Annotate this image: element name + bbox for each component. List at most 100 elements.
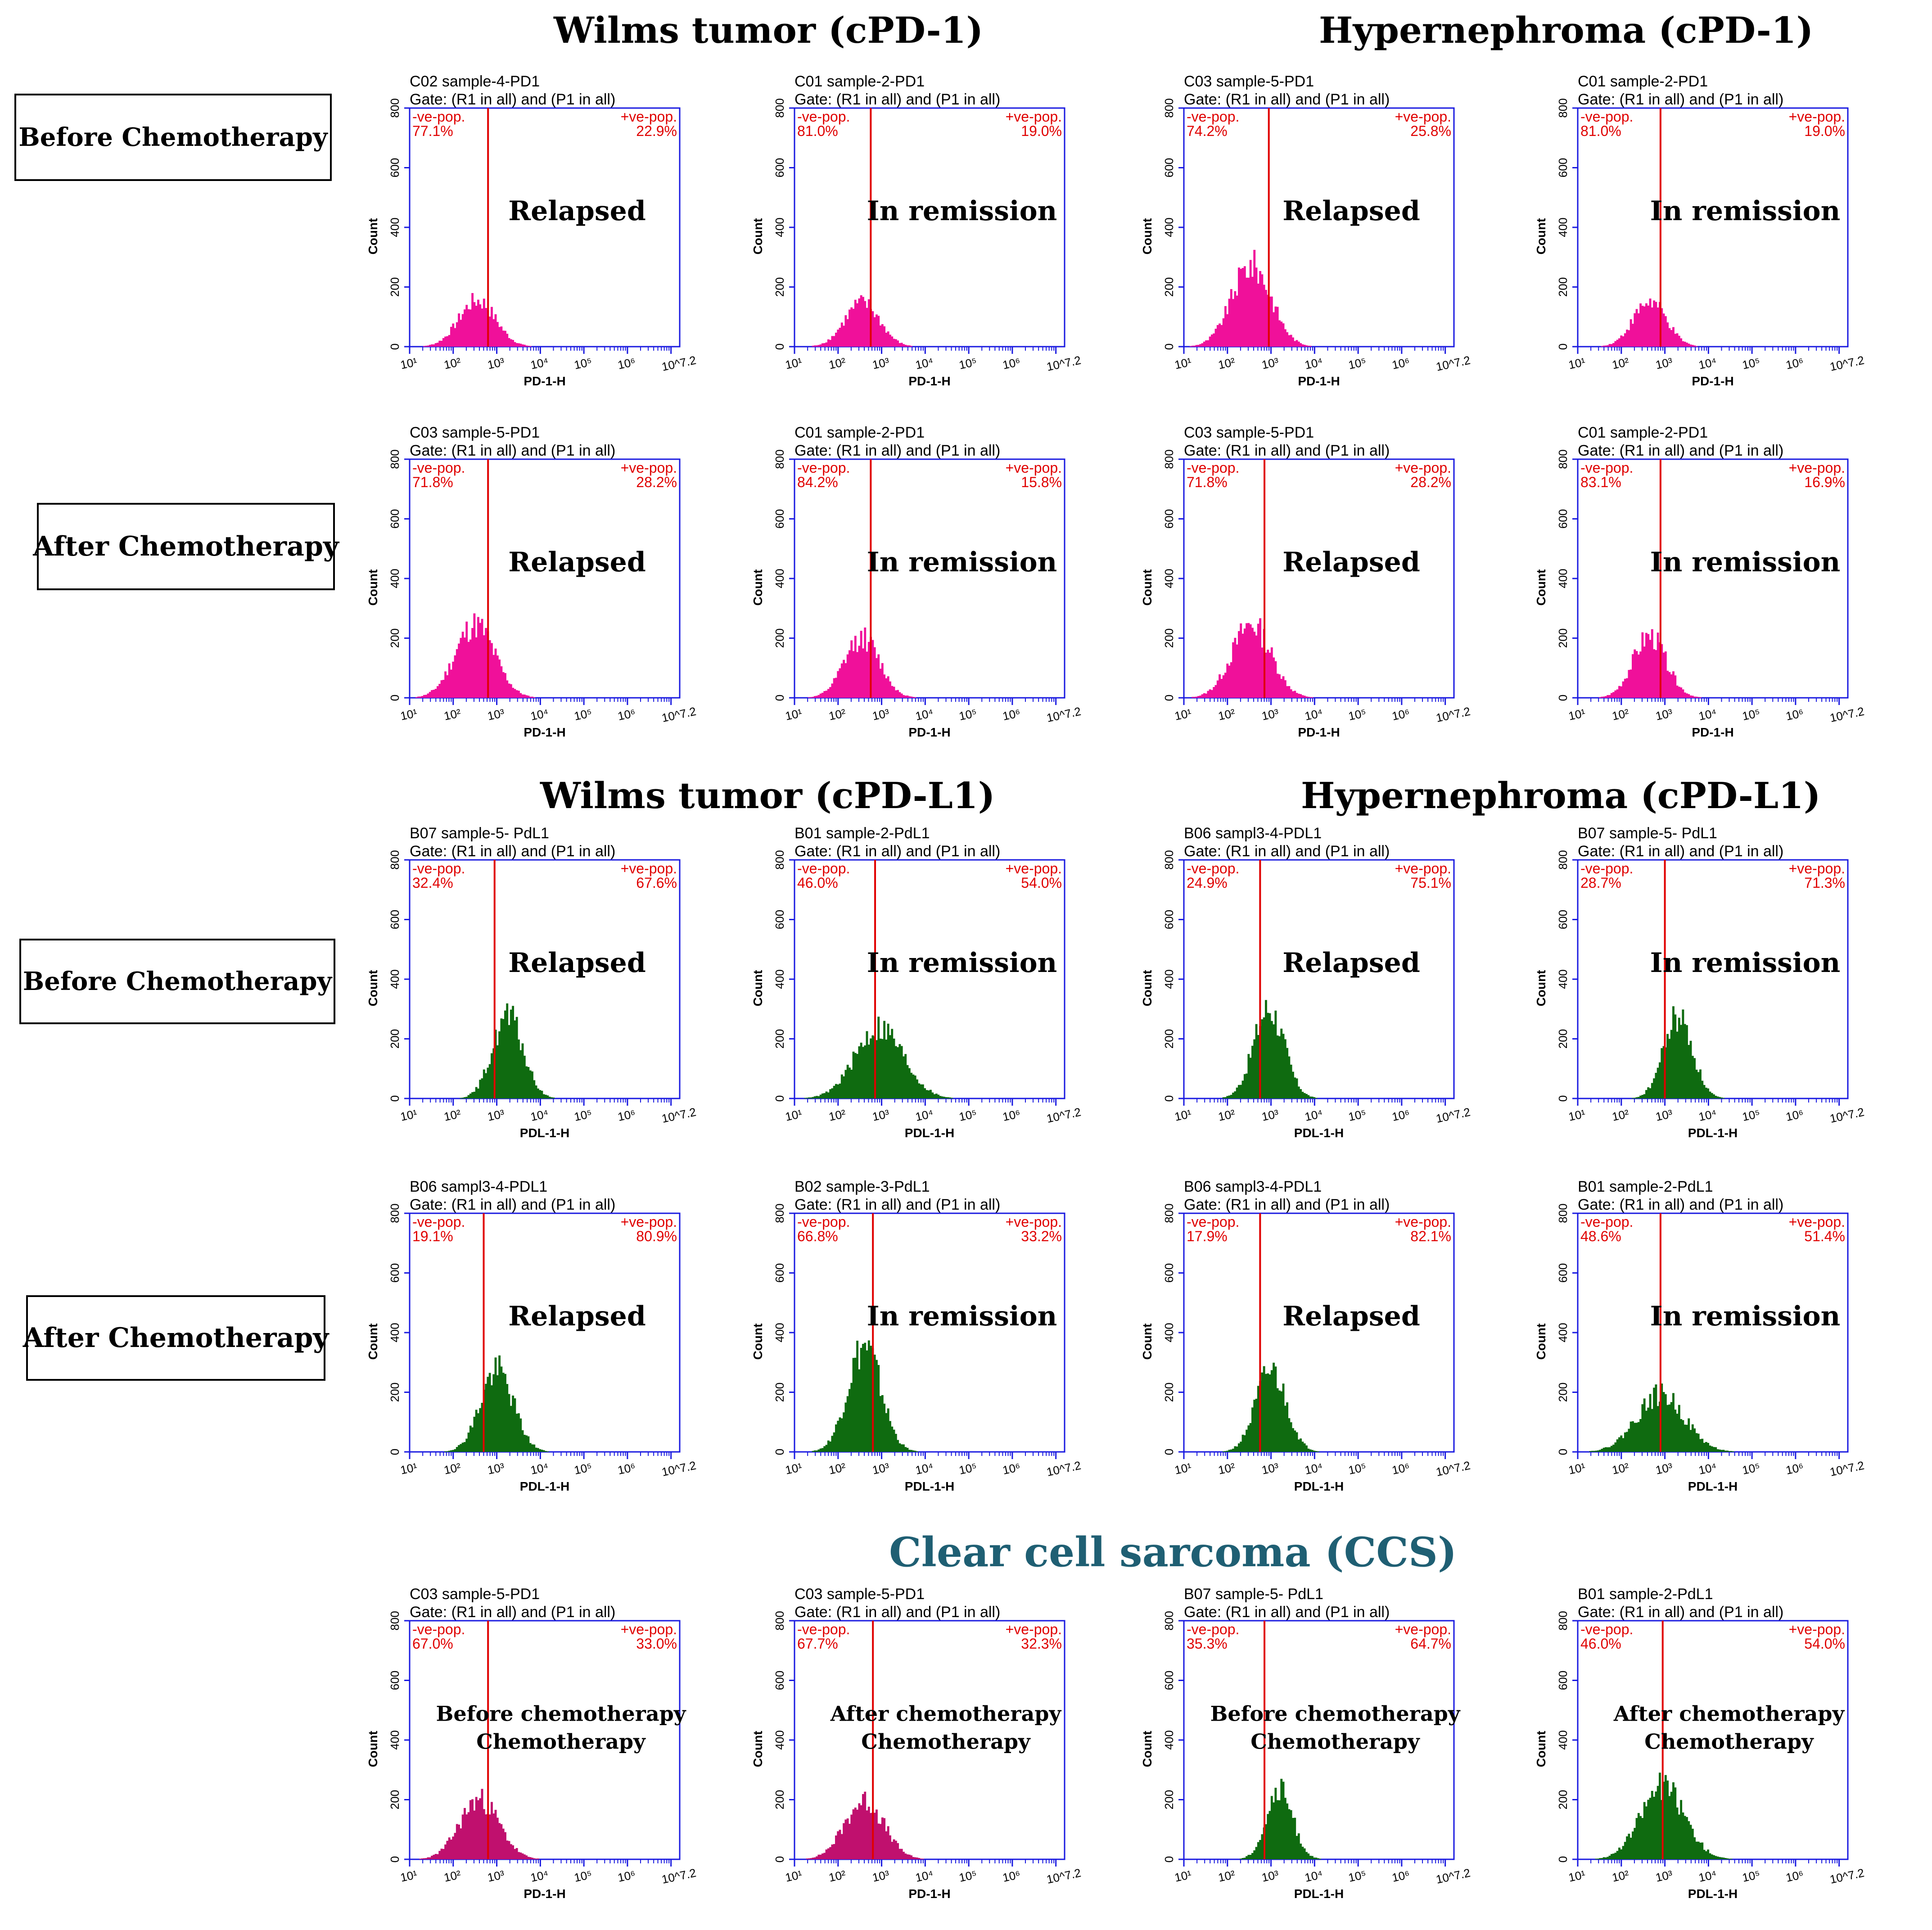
histogram-bar [1676, 1807, 1679, 1859]
x-tick-label: 10⁶ [1785, 706, 1805, 723]
histogram-bar [1655, 1073, 1657, 1098]
histogram-bar [514, 689, 516, 698]
histogram-bar [448, 335, 451, 347]
histogram-bar [833, 336, 835, 347]
histogram-bar [1249, 1058, 1252, 1098]
histogram-bar [537, 1858, 539, 1859]
histogram-bar [527, 696, 530, 698]
histogram-bar [1230, 662, 1232, 698]
y-tick-label: 0 [773, 695, 786, 701]
histogram-bar [488, 640, 491, 698]
histogram-bar [446, 675, 449, 698]
histogram-bar [1672, 1006, 1675, 1098]
histogram-bar [831, 1436, 834, 1452]
y-tick-label: 200 [1556, 1790, 1570, 1809]
histogram-bar [467, 309, 470, 347]
histogram-bar [817, 695, 820, 698]
histogram-bar [515, 1017, 518, 1098]
histogram-bar [494, 1357, 497, 1452]
x-tick-label: 10^7.2 [660, 1866, 697, 1886]
histogram-bar [939, 1096, 942, 1098]
x-tick-label: 10⁵ [1741, 706, 1761, 723]
histogram-bar [519, 693, 522, 698]
y-axis-label: Count [366, 218, 380, 255]
panel-annotation: Chemotherapy [861, 1730, 1031, 1754]
histogram-bar [1230, 289, 1232, 347]
histogram-bar [903, 1852, 905, 1859]
histogram-bar [1234, 1446, 1237, 1452]
y-tick-label: 600 [1556, 1671, 1570, 1690]
y-tick-label: 600 [1162, 1671, 1176, 1690]
histogram-bar [1246, 1429, 1248, 1452]
x-tick-label: 10^7.2 [1045, 1105, 1082, 1125]
x-tick-label: 10¹ [399, 1460, 419, 1477]
histogram-bar [1232, 299, 1235, 347]
histogram-bar [464, 309, 466, 347]
histogram-bar [1249, 1423, 1252, 1452]
histogram-bar [1693, 1837, 1696, 1859]
histogram-bar [502, 1373, 505, 1452]
histogram-bar [460, 1444, 462, 1452]
histogram-bar [1622, 336, 1625, 347]
y-axis-label: Count [751, 570, 765, 606]
histogram-bar [1214, 329, 1217, 347]
histogram-bar [876, 314, 878, 347]
histogram-bar [816, 345, 818, 347]
histogram-bar [856, 1809, 859, 1859]
x-tick-label: 10⁶ [617, 1107, 637, 1124]
histogram-bar [1678, 687, 1680, 698]
histogram-bar [1305, 345, 1308, 347]
histogram-bar [1713, 1094, 1715, 1098]
histogram-bar [1247, 623, 1250, 698]
panel-title: C02 sample-4-PD1 [410, 73, 540, 90]
histogram-bar [491, 1385, 493, 1452]
histogram-bar [437, 343, 439, 347]
histogram-bar [1282, 676, 1285, 698]
histogram-bar [1207, 340, 1210, 347]
histogram-bar [1722, 1450, 1725, 1452]
y-tick-label: 600 [1556, 1263, 1570, 1283]
x-tick-label: 10^7.2 [1828, 1866, 1865, 1886]
histogram-bar [473, 1810, 476, 1859]
histogram-bar [1718, 1449, 1721, 1452]
histogram-bar [816, 1450, 818, 1452]
histogram-bar [1655, 1791, 1657, 1859]
histogram-bar [444, 1451, 447, 1452]
histogram-bar [519, 1050, 522, 1098]
x-tick-label: 10² [1611, 355, 1630, 372]
histogram-bar [860, 1042, 862, 1098]
x-tick-label: 10³ [486, 1868, 506, 1885]
x-tick-label: 10⁴ [1304, 1867, 1324, 1885]
histogram-bar [431, 690, 433, 698]
histogram-bar [515, 1414, 518, 1452]
histogram-bar [525, 1435, 528, 1452]
panel-annotation: Relapsed [508, 547, 646, 578]
histogram-bar [1608, 344, 1611, 347]
histogram-bar [1246, 1073, 1248, 1098]
histogram-bar [440, 340, 443, 347]
histogram-bar [519, 344, 522, 347]
panel-title: B06 sampl3-4-PDL1 [1184, 1178, 1322, 1195]
histogram-bar [914, 1451, 916, 1452]
histogram-bar [900, 1046, 903, 1098]
histogram-bar [1666, 322, 1669, 347]
histogram-bar [1274, 1010, 1277, 1098]
histogram-bar [510, 684, 512, 698]
histogram-bar [1668, 328, 1671, 347]
histogram-bar [1689, 1825, 1692, 1859]
y-tick-label: 800 [1162, 1203, 1176, 1223]
histogram-bar [1680, 1025, 1683, 1098]
panel-annotation: Before chemotherapy [1210, 1702, 1460, 1726]
histogram-bar [916, 1079, 918, 1098]
histogram-bar [1607, 695, 1609, 698]
histogram-bar [1680, 338, 1683, 347]
histogram-bar [429, 344, 431, 347]
histogram-bar [1207, 691, 1210, 698]
histogram-bar [1647, 1799, 1650, 1859]
histogram-bar [1241, 268, 1244, 347]
histogram-bar [1284, 1039, 1286, 1098]
histogram-bar [943, 1097, 945, 1098]
pos-pop-percent: 32.3% [1021, 1636, 1062, 1652]
